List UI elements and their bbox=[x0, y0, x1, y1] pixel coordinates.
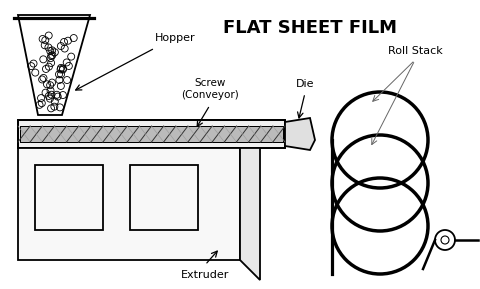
Bar bbox=[18, 120, 285, 148]
Bar bbox=[35, 165, 103, 230]
Text: Screw
(Conveyor): Screw (Conveyor) bbox=[181, 78, 239, 100]
Bar bbox=[18, 120, 285, 148]
Bar bbox=[130, 165, 198, 230]
Text: FLAT SHEET FILM: FLAT SHEET FILM bbox=[223, 19, 397, 37]
Text: Die: Die bbox=[296, 79, 314, 89]
Bar bbox=[20, 126, 283, 142]
Bar bbox=[20, 126, 283, 142]
Text: Roll Stack: Roll Stack bbox=[388, 46, 443, 56]
Polygon shape bbox=[285, 118, 315, 150]
Text: Extruder: Extruder bbox=[181, 270, 229, 280]
Bar bbox=[18, 148, 240, 260]
Polygon shape bbox=[240, 148, 260, 280]
Text: Hopper: Hopper bbox=[155, 33, 196, 43]
